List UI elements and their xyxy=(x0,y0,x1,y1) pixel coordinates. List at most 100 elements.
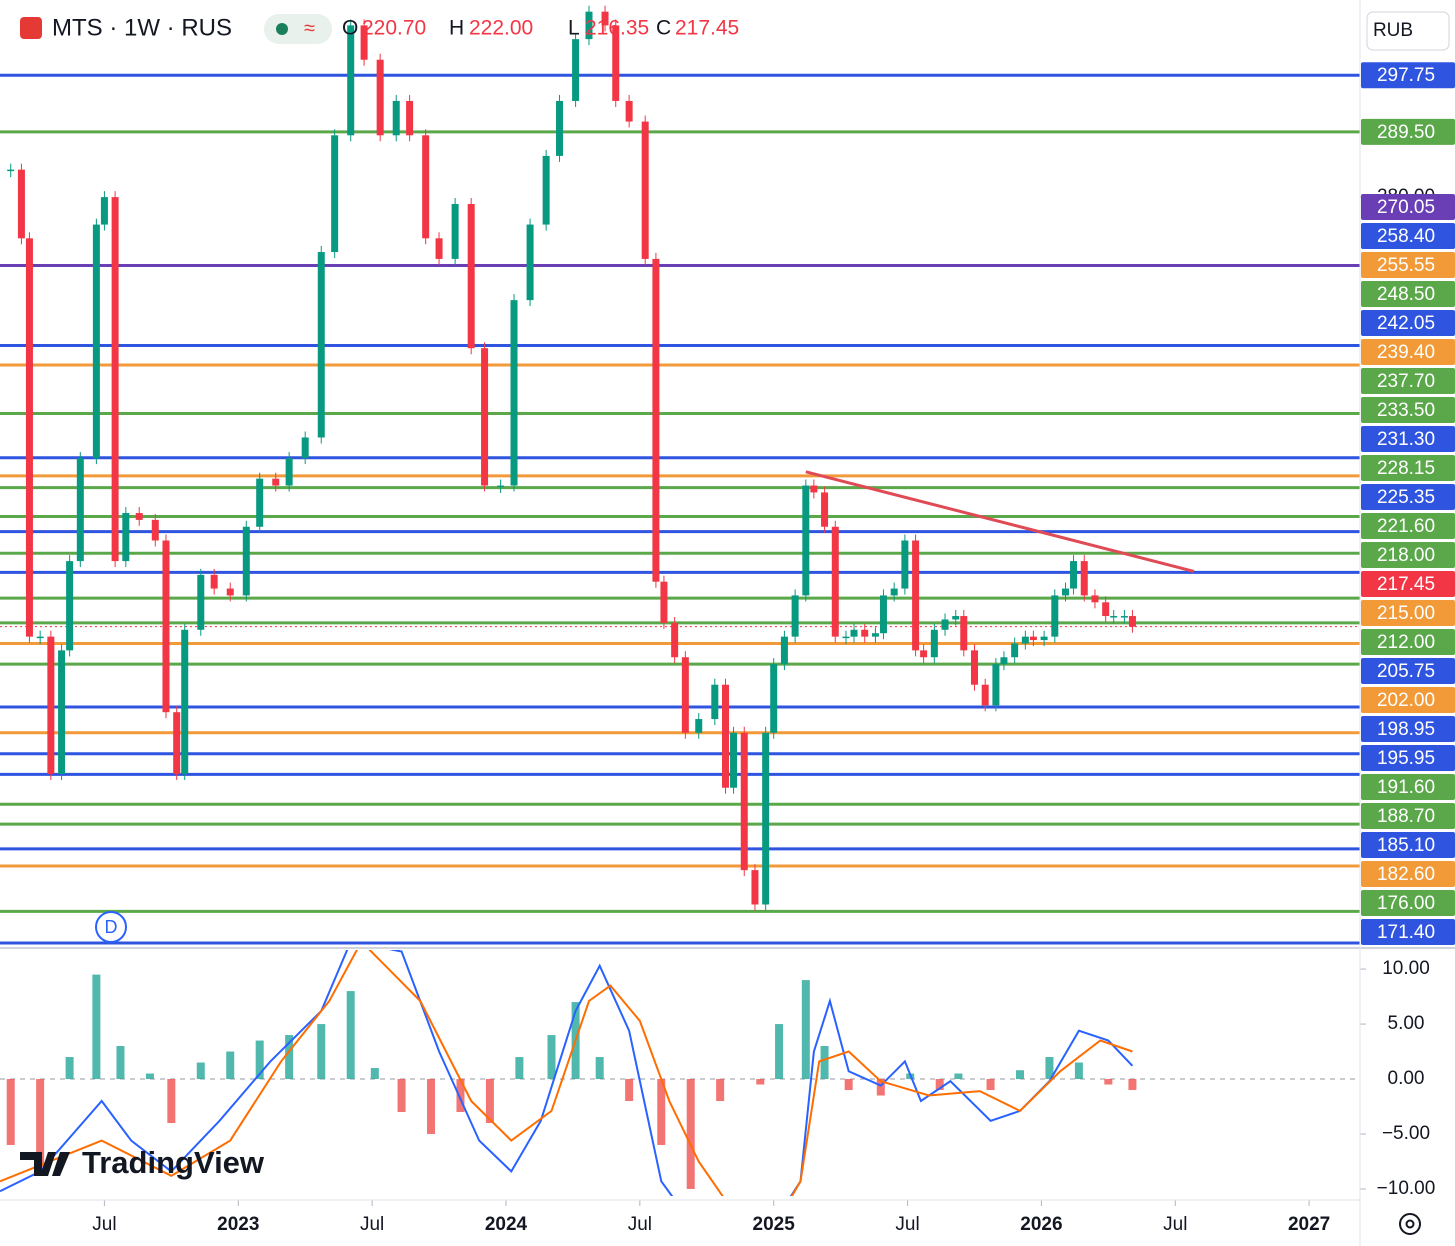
candle-body xyxy=(912,540,920,651)
candle-body xyxy=(1029,636,1037,641)
histogram-bar xyxy=(547,1035,556,1080)
candle-body xyxy=(612,25,620,101)
symbol-title[interactable]: MTS · 1W · RUS xyxy=(52,14,232,41)
candle-body xyxy=(210,574,218,589)
ohlc-key: O xyxy=(342,17,358,40)
status-icon: ≈ xyxy=(304,17,315,39)
y-tick-label: −10.00 xyxy=(1377,1178,1436,1199)
histogram-bar xyxy=(756,1079,765,1085)
y-tick-label: −5.00 xyxy=(1382,1123,1430,1144)
level-label-box xyxy=(1361,368,1455,394)
candle-body xyxy=(730,732,738,788)
candle-body xyxy=(601,11,609,26)
level-label: 171.40 xyxy=(1377,922,1435,943)
level-label: 182.60 xyxy=(1377,864,1435,885)
candle-body xyxy=(695,719,703,733)
status-pill[interactable] xyxy=(264,14,332,44)
dividend-label: D xyxy=(105,917,118,937)
candle-body xyxy=(542,155,550,225)
y-tick-label: 10.00 xyxy=(1382,958,1430,979)
level-label-box xyxy=(1361,629,1455,655)
level-label: 188.70 xyxy=(1377,806,1435,827)
candle-body xyxy=(1120,616,1128,618)
level-label: 255.55 xyxy=(1377,255,1435,276)
ohlc-key: L xyxy=(568,17,580,40)
ohlc-key: C xyxy=(656,17,671,40)
currency-button[interactable] xyxy=(1366,11,1450,51)
level-label: 248.50 xyxy=(1377,284,1435,305)
histogram-bar xyxy=(145,1073,154,1080)
candle-body xyxy=(850,629,858,637)
candle-body xyxy=(510,300,518,486)
histogram-bar xyxy=(485,1079,494,1124)
candle-body xyxy=(376,59,384,136)
histogram-bar xyxy=(716,1079,725,1102)
settings-button[interactable] xyxy=(1399,1213,1421,1235)
candle-body xyxy=(66,561,74,651)
level-label: 195.95 xyxy=(1377,748,1435,769)
candle-body xyxy=(406,100,414,136)
candle-body xyxy=(151,519,159,541)
histogram-bar xyxy=(285,1035,294,1080)
level-label-box xyxy=(1361,252,1455,278)
candle-body xyxy=(981,684,989,706)
candle-body xyxy=(197,574,205,630)
candle-body xyxy=(821,492,829,527)
candle-body xyxy=(770,664,778,733)
histogram-bar xyxy=(775,1024,784,1080)
dividend-marker[interactable] xyxy=(95,911,127,943)
level-label-box xyxy=(1361,919,1455,945)
level-label: 289.50 xyxy=(1377,122,1435,143)
level-label-box xyxy=(1361,716,1455,742)
candle-body xyxy=(111,197,119,562)
candle-body xyxy=(256,478,264,527)
candle-body xyxy=(1062,588,1070,596)
level-label-box xyxy=(1361,426,1455,452)
x-tick-label: 2024 xyxy=(485,1214,528,1235)
logo-mark xyxy=(20,1152,70,1176)
candle-body xyxy=(331,135,339,253)
histogram-bar xyxy=(820,1046,829,1080)
ohlc-value: 216.35 xyxy=(585,17,649,40)
price-pane xyxy=(0,5,1360,945)
histogram-bar xyxy=(92,974,101,1080)
ohlc-key: H xyxy=(449,17,464,40)
level-label-box xyxy=(1361,571,1455,597)
candle-body xyxy=(952,616,960,620)
candle-body xyxy=(920,650,928,658)
macd-line xyxy=(0,950,1134,1196)
level-label-box xyxy=(1361,513,1455,539)
candle-body xyxy=(1091,595,1099,603)
candle-body xyxy=(930,629,938,658)
level-label-box xyxy=(1361,62,1455,89)
level-label-box xyxy=(1361,397,1455,423)
candle-body xyxy=(722,684,730,788)
candle-body xyxy=(585,11,593,40)
candle-body xyxy=(100,197,108,225)
x-tick-label: 2025 xyxy=(753,1214,796,1235)
candle-body xyxy=(7,169,15,172)
candle-body xyxy=(17,169,25,239)
level-label-box xyxy=(1361,542,1455,568)
settings-icon xyxy=(1405,1219,1415,1229)
x-tick-label: Jul xyxy=(1163,1214,1187,1235)
ohlc-value: 222.00 xyxy=(469,17,533,40)
candle-body xyxy=(572,39,580,101)
histogram-bar xyxy=(427,1079,436,1134)
candle-body xyxy=(1011,643,1019,658)
candle-body xyxy=(435,238,443,259)
candle-body xyxy=(641,121,649,259)
candle-body xyxy=(173,712,181,774)
level-label-box xyxy=(1361,832,1455,858)
candle-body xyxy=(652,258,660,582)
legend-header: MTS · 1W · RUS ≈ O 220.70 H 222.00 L 216… xyxy=(20,14,739,44)
level-label: 176.00 xyxy=(1377,893,1435,914)
histogram-bar xyxy=(226,1051,235,1080)
candle-body xyxy=(392,100,400,136)
histogram-bar xyxy=(1016,1070,1024,1080)
level-label-box xyxy=(1361,223,1455,249)
level-label: 237.70 xyxy=(1377,371,1435,392)
candle-body xyxy=(226,588,234,596)
candle-body xyxy=(879,595,887,634)
level-label-box xyxy=(1361,890,1455,916)
